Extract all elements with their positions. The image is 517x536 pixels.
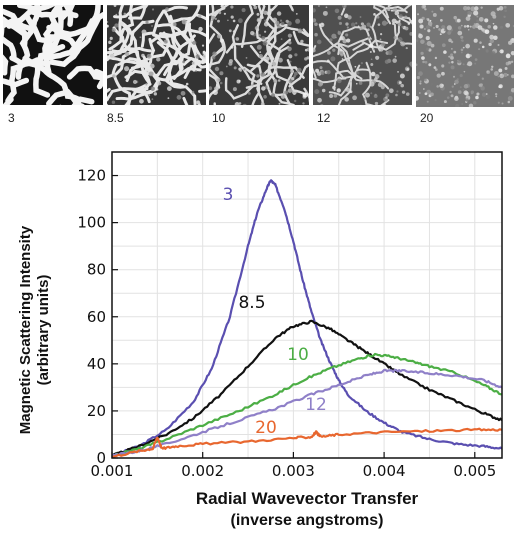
thumbnail-pattern: [416, 5, 514, 107]
series-label-20: 20: [255, 418, 277, 438]
x-tick-label: 0.003: [272, 462, 315, 480]
thumbnail-label: 3: [8, 111, 15, 125]
y-tick-label: 0: [96, 449, 106, 467]
thumbnail-label: 12: [317, 111, 331, 125]
y-tick-label: 40: [87, 355, 106, 373]
series-label-10: 10: [287, 345, 309, 365]
ticks: 0.001 0.002 0.003 0.004 0.005 0 20 40 60 80 100 120: [77, 167, 496, 480]
thumbnail-4: [313, 5, 412, 105]
thumbnail-pattern: [107, 5, 206, 105]
thumbnail-pattern: [209, 5, 309, 105]
series-label-8.5: 8.5: [238, 293, 265, 313]
y-tick-label: 120: [77, 167, 106, 185]
thumbnail-pattern: [3, 5, 103, 105]
thumbnail-1: [3, 5, 103, 105]
curves: [112, 179, 502, 458]
thumbnail-2: [107, 5, 206, 105]
thumbnail-strip: 3 8.5 10 12 20: [0, 0, 517, 130]
thumbnail-pattern: [313, 5, 412, 105]
x-tick-label: 0.001: [91, 462, 134, 480]
y-tick-label: 80: [87, 261, 106, 279]
series-line-8.5: [112, 319, 502, 457]
y-axis-title: Magnetic Scattering Intensity: [17, 225, 34, 434]
thumbnail-label: 10: [212, 111, 226, 125]
scattering-chart: 0.001 0.002 0.003 0.004 0.005 0 20 40 60 80 100 120…: [17, 151, 503, 529]
y-tick-label: 20: [87, 402, 106, 420]
y-tick-label: 60: [87, 308, 106, 326]
thumbnail-3: [209, 5, 309, 105]
series-label-3: 3: [223, 185, 234, 205]
plot-frame: [111, 151, 503, 459]
y-tick-label: 100: [77, 214, 106, 232]
thumbnail-5: [416, 5, 514, 107]
thumbnail-label: 20: [420, 111, 434, 125]
x-tick-label: 0.004: [363, 462, 406, 480]
x-axis-title: Radial Wavevector Transfer: [196, 489, 419, 508]
y-axis-subtitle: (arbitrary units): [35, 275, 52, 386]
thumbnail-label: 8.5: [107, 111, 124, 125]
x-tick-label: 0.002: [181, 462, 224, 480]
x-tick-label: 0.005: [453, 462, 496, 480]
series-line-10: [112, 352, 502, 457]
x-axis-subtitle: (inverse angstroms): [231, 512, 384, 529]
series-line-20: [112, 427, 502, 458]
curve-labels: 3 8.5 10 12 20: [223, 185, 327, 438]
series-label-12: 12: [305, 395, 327, 415]
series-line-12: [112, 368, 502, 457]
